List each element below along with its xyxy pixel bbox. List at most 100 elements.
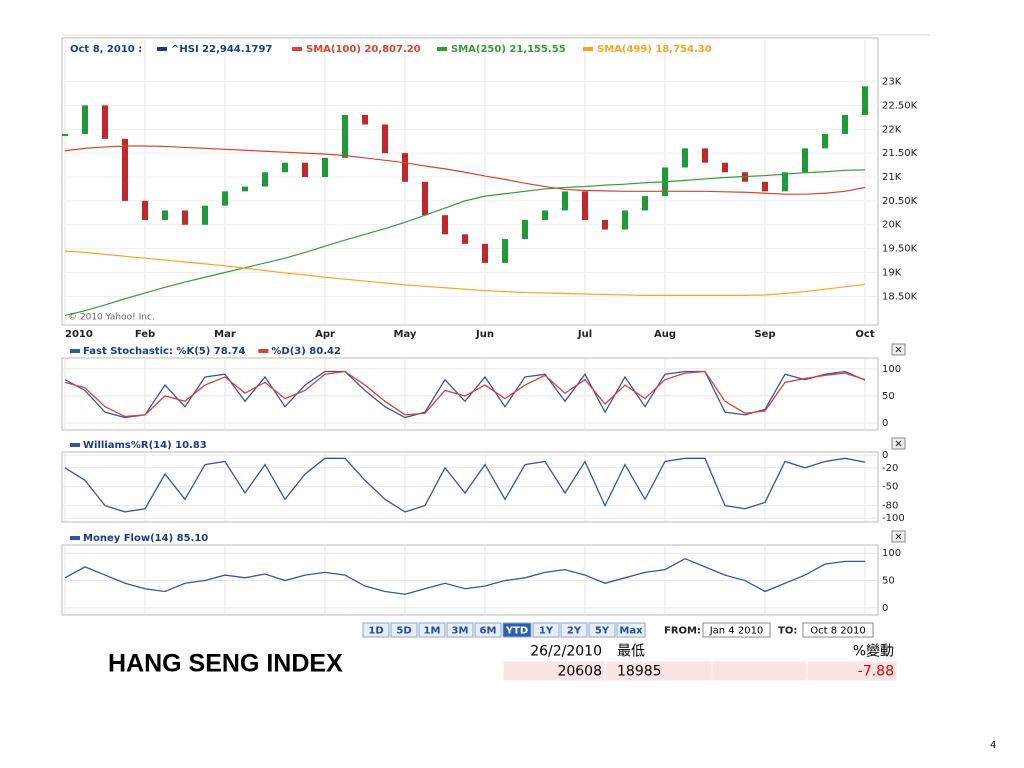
y-tick-label: 18.50K <box>882 291 918 302</box>
legend-label: SMA(100) 20,807.20 <box>306 44 421 55</box>
candle <box>122 138 128 201</box>
range-button[interactable] <box>390 622 418 638</box>
y-tick-label: 19.50K <box>882 244 918 255</box>
candle <box>562 191 568 211</box>
legend-swatch <box>583 47 593 51</box>
candle <box>202 205 208 225</box>
y-tick-label: 21K <box>882 172 902 183</box>
candle <box>62 134 68 137</box>
range-label[interactable]: 6M <box>480 626 497 637</box>
y-tick-label: -100 <box>882 513 905 524</box>
legend-swatch <box>437 47 447 51</box>
candle <box>302 162 308 178</box>
x-tick-label: May <box>394 329 417 340</box>
close-icon[interactable]: × <box>894 532 902 543</box>
range-button[interactable] <box>362 622 390 638</box>
range-label[interactable]: 5D <box>396 626 411 637</box>
range-button[interactable] <box>532 622 560 638</box>
x-tick-label: Apr <box>315 329 335 340</box>
candle <box>522 219 528 240</box>
legend-swatch <box>157 47 167 51</box>
range-button[interactable] <box>502 622 532 638</box>
y-tick-label: -80 <box>882 501 898 512</box>
range-button[interactable] <box>446 622 474 638</box>
candle <box>402 153 408 182</box>
candle <box>282 162 288 173</box>
plot-frame <box>61 544 879 616</box>
x-tick-label: 2010 <box>65 329 93 340</box>
x-tick-label: Jun <box>475 329 494 340</box>
table-text: 最低 <box>617 644 645 660</box>
range-label[interactable]: Max <box>619 626 643 637</box>
legend-label: Williams%R(14) 10.83 <box>83 440 207 451</box>
legend-swatch <box>70 349 80 353</box>
range-label[interactable]: 1M <box>424 626 441 637</box>
close-button[interactable] <box>891 530 906 543</box>
series-line <box>64 457 866 513</box>
y-tick-label: 0 <box>882 450 888 461</box>
candle <box>502 239 508 263</box>
to-box[interactable] <box>802 622 874 638</box>
y-tick-label: 100 <box>882 548 901 559</box>
candle <box>802 148 808 173</box>
y-tick-label: 100 <box>882 364 901 375</box>
range-label[interactable]: 3M <box>452 626 469 637</box>
close-button[interactable] <box>891 343 906 356</box>
candle <box>642 196 648 211</box>
plot-frame <box>61 37 879 326</box>
candle <box>182 210 188 225</box>
legend-label: ^HSI 22,944.1797 <box>171 44 272 55</box>
x-tick-label: Oct <box>855 329 874 340</box>
legend-swatch <box>258 349 269 353</box>
candle <box>862 86 868 115</box>
table-cell <box>806 660 898 682</box>
candle <box>582 191 588 220</box>
legend-label: Fast Stochastic: %K(5) 78.74 <box>83 346 245 357</box>
range-button[interactable] <box>560 622 588 638</box>
candle <box>142 200 148 220</box>
range-label[interactable]: 2Y <box>567 626 582 637</box>
candle <box>82 105 88 135</box>
candle <box>442 215 448 235</box>
range-button[interactable] <box>616 622 646 638</box>
close-button[interactable] <box>891 437 906 450</box>
range-button[interactable] <box>588 622 616 638</box>
legend-swatch <box>70 536 80 540</box>
table-cell <box>711 660 808 682</box>
x-tick-label: Jul <box>577 329 592 340</box>
range-label[interactable]: 1D <box>368 626 383 637</box>
to-date[interactable]: Oct 8 2010 <box>810 626 865 637</box>
x-tick-label: Aug <box>654 329 676 340</box>
y-tick-label: -50 <box>882 482 898 493</box>
candle <box>782 172 788 192</box>
y-tick-label: 22K <box>882 124 902 135</box>
y-tick-label: 23K <box>882 77 902 88</box>
table-text: 26/2/2010 <box>530 644 602 660</box>
plot-frame <box>61 357 879 431</box>
table-text: %變動 <box>853 644 894 660</box>
y-tick-label: 21.50K <box>882 148 918 159</box>
y-tick-label: 19K <box>882 267 902 278</box>
range-button[interactable] <box>418 622 446 638</box>
range-label[interactable]: 1Y <box>539 626 554 637</box>
series-line <box>64 250 866 297</box>
candle <box>822 134 828 149</box>
to-label: TO: <box>778 626 797 637</box>
legend-date: Oct 8, 2010 : <box>70 44 142 55</box>
from-date[interactable]: Jan 4 2010 <box>709 626 764 637</box>
range-button[interactable] <box>474 622 502 638</box>
range-label[interactable]: YTD <box>505 626 528 637</box>
candle <box>602 219 608 230</box>
page-number: 4 <box>990 740 996 751</box>
y-tick-label: 50 <box>882 576 895 587</box>
x-tick-label: Feb <box>135 329 155 340</box>
legend-swatch <box>292 47 302 51</box>
candle <box>462 234 468 244</box>
series-line <box>64 145 866 195</box>
from-box[interactable] <box>702 622 771 638</box>
close-icon[interactable]: × <box>894 345 902 356</box>
close-icon[interactable]: × <box>894 439 902 450</box>
range-label[interactable]: 5Y <box>595 626 610 637</box>
legend-label: SMA(250) 21,155.55 <box>451 44 566 55</box>
